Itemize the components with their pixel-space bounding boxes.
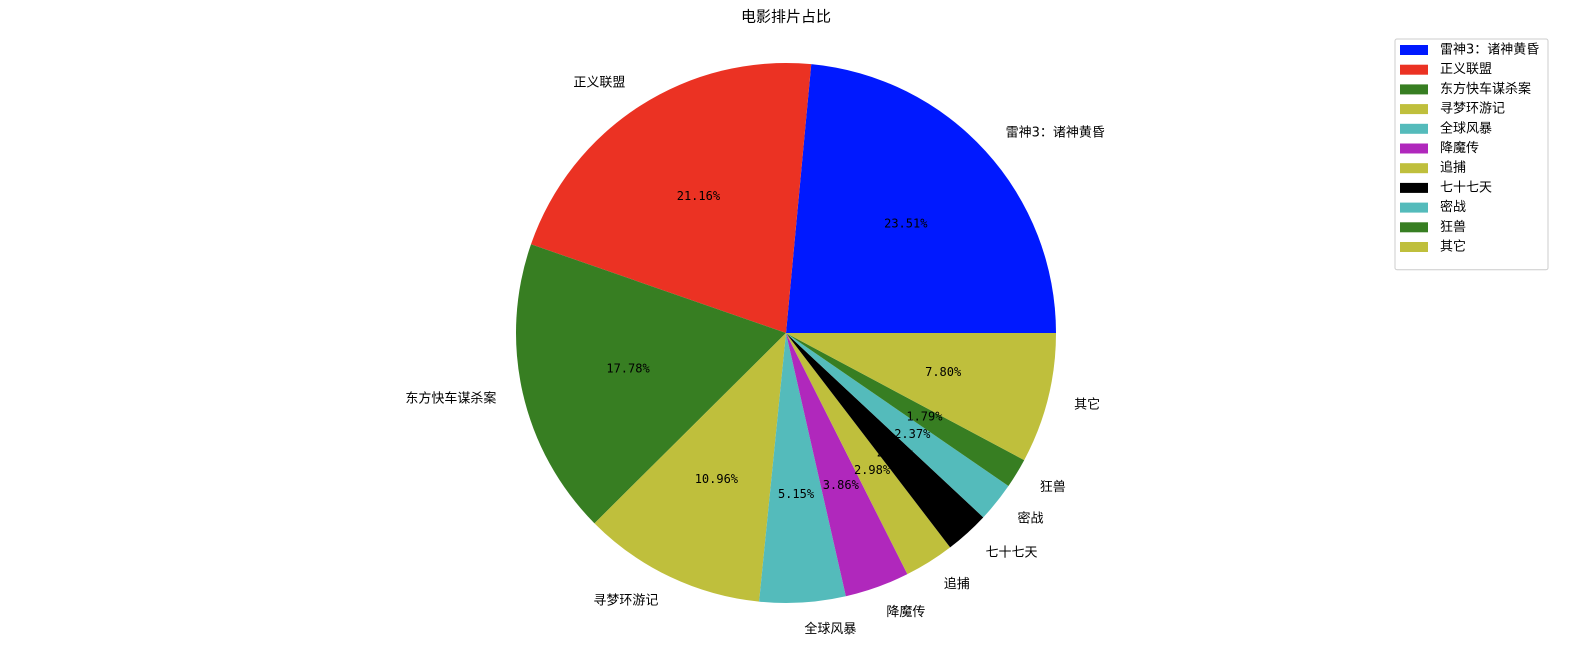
legend-label: 狂兽 — [1440, 220, 1466, 235]
slice-label: 正义联盟 — [573, 76, 625, 91]
legend-swatch — [1400, 202, 1428, 213]
pie-slice — [786, 333, 1056, 461]
percent-label: 10.96% — [695, 472, 739, 486]
percent-label: 2.37% — [894, 427, 931, 441]
percent-label: 23.51% — [884, 216, 928, 230]
slice-label: 七十七天 — [985, 546, 1037, 561]
legend-label: 正义联盟 — [1440, 62, 1492, 77]
legend-label: 东方快车谋杀案 — [1440, 81, 1531, 97]
legend-swatch — [1400, 104, 1428, 115]
legend-label: 全球风暴 — [1440, 120, 1492, 136]
slice-label: 其它 — [1074, 397, 1100, 413]
slice-label: 全球风暴 — [804, 621, 856, 637]
legend-swatch — [1400, 182, 1428, 193]
pie-slice — [530, 63, 812, 334]
slice-label: 降魔传 — [886, 605, 925, 620]
legend-swatch — [1400, 222, 1428, 233]
pie-slice — [516, 244, 786, 524]
pie-slice — [786, 333, 951, 575]
legend-label: 雷神3：诸神黄昏 — [1440, 43, 1539, 58]
percent-label: 5.15% — [778, 487, 815, 501]
legend-swatch — [1400, 45, 1428, 55]
legend-label: 追捕 — [1440, 160, 1466, 176]
slice-label: 狂兽 — [1040, 480, 1066, 495]
legend-label: 密战 — [1440, 199, 1466, 215]
legend-swatch — [1400, 163, 1428, 174]
slice-label: 雷神3：诸神黄昏 — [1006, 126, 1105, 141]
legend-label: 七十七天 — [1440, 180, 1492, 195]
slice-label: 密战 — [1017, 511, 1043, 527]
legend-label: 寻梦环游记 — [1440, 102, 1505, 117]
slice-label: 追捕 — [944, 576, 970, 592]
pie-slice — [786, 333, 1009, 518]
legend-swatch — [1400, 123, 1428, 134]
pie-slice — [786, 64, 1056, 333]
legend-swatch — [1400, 84, 1428, 95]
pie-slice — [786, 333, 984, 548]
legend-label: 降魔传 — [1440, 141, 1479, 156]
legend-swatch — [1400, 64, 1428, 75]
pie-slice — [594, 333, 786, 602]
percent-label: 1.79% — [906, 410, 943, 424]
legend-box — [1394, 38, 1549, 271]
pie-slice — [786, 333, 908, 597]
percent-label: 21.16% — [677, 189, 721, 203]
pie-slice — [786, 333, 1025, 487]
percent-label: 2.98% — [854, 463, 891, 477]
percent-label: 3.86% — [823, 478, 860, 492]
legend-swatch — [1400, 143, 1428, 154]
chart-title: 电影排片占比 — [741, 8, 831, 26]
legend-label: 其它 — [1440, 239, 1466, 255]
slice-label: 东方快车谋杀案 — [405, 390, 496, 406]
slice-label: 寻梦环游记 — [593, 594, 658, 609]
pie-slice — [759, 333, 846, 603]
percent-label: 17.78% — [606, 361, 650, 375]
legend-swatch — [1400, 242, 1428, 252]
percent-label: 7.80% — [925, 365, 962, 379]
percent-label: 2.64% — [877, 446, 914, 460]
